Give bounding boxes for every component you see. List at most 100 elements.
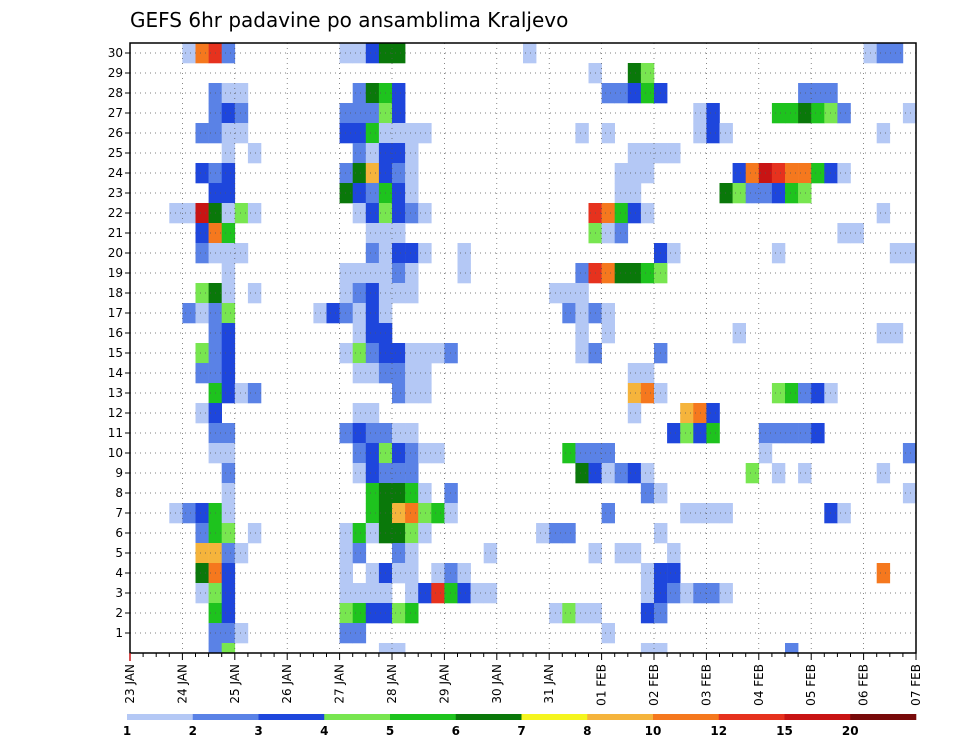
heatmap-cell	[876, 323, 891, 344]
chart-title: GEFS 6hr padavine po ansamblima Kraljevo	[130, 8, 568, 32]
heatmap-cell	[392, 603, 406, 624]
heatmap-cell	[221, 283, 236, 304]
y-tick-label: 10	[108, 446, 123, 460]
x-tick-label: 25 JAN	[228, 664, 242, 704]
y-tick-label: 17	[108, 306, 123, 320]
heatmap-cell	[614, 183, 629, 204]
heatmap-cell	[627, 183, 642, 204]
heatmap-cell	[601, 123, 615, 144]
colorbar-swatch	[390, 714, 457, 720]
heatmap-cell	[234, 543, 249, 564]
heatmap-cell	[392, 223, 406, 244]
heatmap-cell	[352, 423, 367, 444]
y-tick-label: 3	[115, 586, 123, 600]
colorbar-swatch	[192, 714, 259, 720]
y-tick-label: 19	[108, 266, 123, 280]
x-tick-label: 28 JAN	[385, 664, 399, 704]
heatmap-cell	[221, 223, 236, 244]
heatmap-cell	[352, 463, 367, 484]
heatmap-cell	[405, 523, 419, 544]
heatmap-cell	[614, 263, 629, 284]
heatmap-cell	[221, 183, 236, 204]
heatmap-cell	[798, 83, 812, 104]
heatmap-cell	[562, 603, 576, 624]
heatmap-cell	[640, 163, 655, 184]
heatmap-cell	[601, 223, 615, 244]
heatmap-cell	[247, 283, 262, 304]
colorbar-label: 1	[123, 724, 131, 738]
heatmap-cell	[418, 243, 432, 264]
x-tick-label: 04 FEB	[752, 664, 766, 706]
y-axis: 1234567891011121314151617181920212223242…	[108, 46, 130, 640]
heatmap-cell	[392, 523, 406, 544]
heatmap-cell	[221, 483, 236, 504]
heatmap-cell	[536, 523, 550, 544]
heatmap-cell	[771, 243, 786, 264]
heatmap-cell	[339, 623, 353, 644]
heatmap-cell	[444, 563, 458, 584]
x-tick-label: 05 FEB	[804, 664, 818, 706]
heatmap-cell	[431, 583, 445, 604]
heatmap-cell	[405, 583, 419, 604]
heatmap-cell	[365, 423, 380, 444]
heatmap-cell	[221, 103, 236, 124]
heatmap-cell	[339, 43, 353, 64]
heatmap-cell	[601, 323, 615, 344]
heatmap-cell	[418, 123, 432, 144]
heatmap-cell	[732, 183, 746, 204]
heatmap-cell	[247, 523, 262, 544]
heatmap-cell	[195, 203, 209, 224]
heatmap-cell	[745, 163, 760, 184]
y-tick-label: 7	[115, 506, 123, 520]
heatmap-cell	[640, 203, 655, 224]
heatmap-cell	[352, 203, 367, 224]
heatmap-cell	[601, 203, 615, 224]
heatmap-cell	[431, 443, 445, 464]
heatmap-cell	[418, 203, 432, 224]
y-tick-label: 4	[115, 566, 123, 580]
heatmap-cell	[195, 283, 209, 304]
heatmap-cell	[352, 303, 367, 324]
heatmap-cell	[418, 363, 432, 384]
heatmap-cell	[365, 283, 380, 304]
heatmap-cell	[405, 183, 419, 204]
y-tick-label: 30	[108, 46, 123, 60]
x-tick-label: 23 JAN	[123, 664, 137, 704]
heatmap-cell	[640, 83, 655, 104]
heatmap-cell	[195, 523, 209, 544]
heatmap-cell	[221, 563, 236, 584]
heatmap-cell	[745, 183, 760, 204]
heatmap-cell	[392, 283, 406, 304]
heatmap-cell	[392, 343, 406, 364]
colorbar-swatch	[455, 714, 522, 720]
heatmap-cell	[902, 443, 917, 464]
heatmap-cell	[352, 403, 367, 424]
heatmap-cell	[719, 123, 733, 144]
heatmap-cell	[627, 203, 642, 224]
heatmap-cell	[785, 643, 799, 654]
x-tick-label: 26 JAN	[280, 664, 294, 704]
heatmap-cell	[352, 543, 367, 564]
heatmap-cell	[221, 523, 236, 544]
x-tick-label: 03 FEB	[699, 664, 713, 706]
x-tick-label: 02 FEB	[647, 664, 661, 706]
heatmap-cell	[575, 443, 589, 464]
heatmap-cell	[195, 563, 209, 584]
heatmap-cell	[771, 383, 786, 404]
heatmap-cell	[352, 83, 367, 104]
heatmap-cell	[745, 463, 760, 484]
heatmap-cell	[365, 403, 380, 424]
heatmap-cell	[405, 603, 419, 624]
heatmap-cell	[247, 143, 262, 164]
y-tick-label: 24	[108, 166, 123, 180]
y-tick-label: 23	[108, 186, 123, 200]
heatmap-cell	[811, 103, 825, 124]
heatmap-cell	[352, 323, 367, 344]
heatmap-cell	[785, 163, 799, 184]
heatmap-cell	[234, 623, 249, 644]
heatmap-cell	[352, 343, 367, 364]
heatmap-cell	[785, 383, 799, 404]
heatmap-cell	[339, 283, 353, 304]
heatmap-cell	[640, 643, 655, 654]
colorbar-label: 3	[254, 724, 262, 738]
